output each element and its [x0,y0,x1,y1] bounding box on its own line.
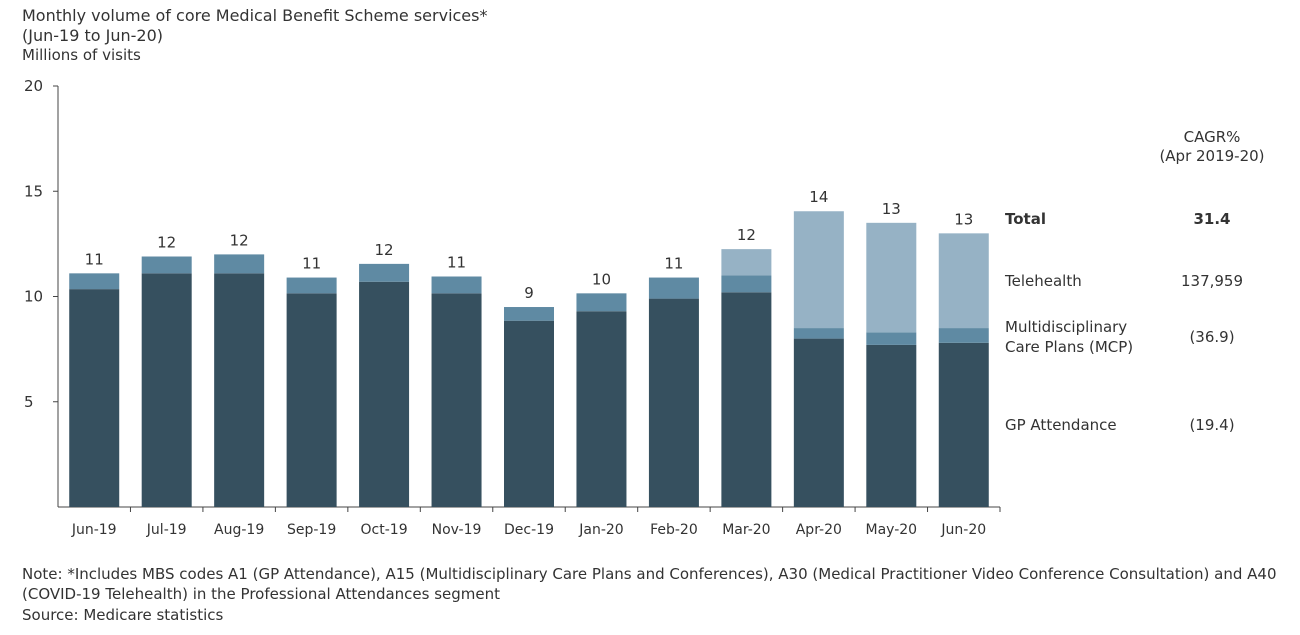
x-tick-label: Apr-20 [796,522,842,538]
bar-total-label: 11 [302,255,321,273]
bar-segment [793,338,844,507]
bar-segment [286,293,337,507]
bar-segment [866,222,917,333]
x-tick-label: Nov-19 [432,522,482,538]
bar-segment [286,277,337,294]
chart-title: Monthly volume of core Medical Benefit S… [22,6,488,25]
x-tick-label: Jul-19 [146,522,187,538]
bar-total-label: 10 [592,270,611,288]
bar-segment [938,328,989,343]
y-axis-label: Millions of visits [22,46,141,64]
x-tick-label: Feb-20 [650,522,698,538]
x-tick-label: Jun-19 [71,522,117,538]
x-tick-label: Oct-19 [361,522,408,538]
bar-segment [793,211,844,329]
bar-segment [214,273,265,507]
bar-segment [504,307,554,321]
legend-telehealth-value: 137,959 [1180,272,1244,290]
source-note: Source: Medicare statistics [22,606,224,624]
bar-segment [648,298,699,507]
bar-segment [359,263,410,282]
legend-gp-label: GP Attendance [1005,416,1117,434]
bar-segment [721,275,772,293]
bar-segment [141,256,192,274]
bar-segment [576,311,627,507]
bar-segment [866,332,917,345]
bar-segment [938,233,989,329]
bar-segment [431,293,482,507]
bar-total-label: 13 [954,210,973,228]
legend-total-label: Total [1005,210,1046,228]
bar-total-label: 9 [524,284,534,302]
y-tick-label: 20 [24,77,43,95]
bar-total-label: 12 [157,234,176,252]
x-tick-label: Mar-20 [722,522,770,538]
legend-mcp-value: (36.9) [1189,328,1235,346]
note-line-2: (COVID-19 Telehealth) in the Professiona… [22,585,501,603]
legend-total-value: 31.4 [1193,210,1231,228]
bar-total-label: 12 [737,226,756,244]
bar-segment [359,281,410,507]
x-tick-label: May-20 [866,522,918,538]
legend-gp-value: (19.4) [1189,416,1235,434]
x-tick-label: Dec-19 [504,522,554,538]
bar-total-label: 11 [664,255,683,273]
bar-segment [576,293,627,312]
bar-segment [648,277,699,299]
legend-mcp-label-1: Multidisciplinary [1005,318,1128,336]
bar-segment [721,292,772,507]
legend-header-2: (Apr 2019-20) [1159,147,1265,165]
x-tick-label: Jan-20 [578,522,623,538]
bar-segment [721,249,772,276]
bar-total-label: 13 [882,200,901,218]
bar-total-label: 12 [230,231,249,249]
legend-telehealth-label: Telehealth [1005,272,1082,290]
legend-mcp-label-2: Care Plans (MCP) [1005,338,1134,356]
bar-segment [938,342,989,507]
chart-subtitle: (Jun-19 to Jun-20) [22,26,163,45]
x-tick-label: Sep-19 [287,522,336,538]
note-line-1: Note: *Includes MBS codes A1 (GP Attenda… [22,565,1277,583]
x-tick-label: Aug-19 [214,522,264,538]
bar-segment [214,254,265,274]
bar-segment [504,320,554,507]
bar-total-label: 14 [809,188,828,206]
bar-segment [793,328,844,339]
legend-header-1: CAGR% [1183,128,1241,146]
bar-segment [69,289,120,507]
x-tick-label: Jun-20 [940,522,986,538]
bar-segment [141,273,192,507]
y-tick-label: 15 [24,182,43,200]
bar-total-label: 12 [375,241,394,259]
bar-total-label: 11 [447,254,466,272]
y-tick-label: 5 [24,393,34,411]
bar-segment [866,344,917,507]
y-tick-label: 10 [24,288,43,306]
bar-segment [431,276,482,294]
bar-segment [69,273,120,290]
bar-total-label: 11 [85,250,104,268]
